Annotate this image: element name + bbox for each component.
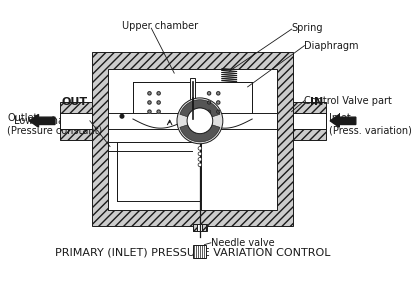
Circle shape [217, 92, 220, 95]
Bar [202, 224, 206, 231]
Text: Spring: Spring [291, 23, 323, 33]
Bar [60, 102, 92, 113]
Circle shape [148, 101, 151, 104]
Bar [108, 142, 201, 210]
Text: Needle valve: Needle valve [211, 238, 275, 248]
Circle shape [120, 114, 124, 118]
Circle shape [207, 110, 211, 113]
Bar [92, 52, 294, 226]
Bar [294, 129, 326, 140]
Text: Lower chamber: Lower chamber [14, 116, 90, 126]
Bar [190, 78, 195, 119]
Circle shape [217, 110, 220, 113]
Text: Upper chamber: Upper chamber [122, 21, 199, 31]
Circle shape [148, 92, 151, 95]
Text: IN: IN [310, 97, 324, 107]
Bar [294, 113, 326, 129]
Bar [108, 113, 277, 129]
Circle shape [157, 110, 160, 113]
Circle shape [198, 158, 202, 161]
Circle shape [198, 152, 202, 156]
Text: OUT: OUT [61, 97, 87, 107]
Bar [194, 244, 206, 258]
FancyArrow shape [29, 114, 55, 127]
Circle shape [198, 163, 202, 167]
Circle shape [198, 147, 202, 150]
Circle shape [207, 101, 211, 104]
Bar [60, 113, 92, 129]
Bar [193, 224, 197, 231]
Bar [133, 82, 252, 119]
Text: Diaphragm: Diaphragm [304, 41, 359, 51]
Bar [193, 224, 207, 231]
Bar [60, 129, 92, 140]
Text: PRIMARY (INLET) PRESSURE VARIATION CONTROL: PRIMARY (INLET) PRESSURE VARIATION CONTR… [55, 248, 330, 257]
Circle shape [177, 98, 223, 144]
Circle shape [187, 108, 213, 134]
Bar [108, 69, 277, 210]
Bar [117, 142, 201, 201]
Circle shape [207, 92, 211, 95]
Text: Control Valve part: Control Valve part [304, 96, 392, 106]
Circle shape [217, 101, 220, 104]
Circle shape [157, 101, 160, 104]
Text: Inlet
(Press. variation): Inlet (Press. variation) [329, 113, 412, 136]
Bar [294, 102, 326, 113]
Text: Outlet
(Pressure constant): Outlet (Pressure constant) [7, 113, 102, 136]
Polygon shape [180, 125, 220, 142]
Polygon shape [180, 100, 220, 117]
Circle shape [148, 110, 151, 113]
FancyArrow shape [330, 114, 356, 127]
Circle shape [157, 92, 160, 95]
